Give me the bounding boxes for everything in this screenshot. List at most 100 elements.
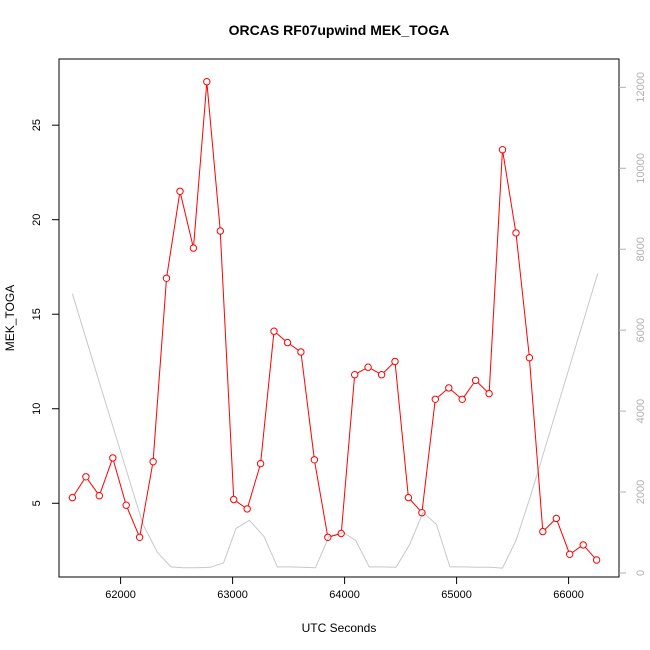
data-point <box>351 371 359 379</box>
series-segment <box>300 355 315 457</box>
series-segment <box>236 500 245 508</box>
series-segment <box>357 368 366 374</box>
series-segment <box>166 194 180 276</box>
data-point <box>270 327 278 335</box>
data-point <box>579 541 587 549</box>
data-point <box>95 492 104 500</box>
y-axis-left: 5 10 15 20 25 <box>31 119 59 506</box>
series-segment <box>394 364 409 495</box>
data-point <box>498 146 507 154</box>
y-tick-label: 20 <box>31 214 43 226</box>
series-segment <box>529 360 544 529</box>
data-point <box>176 187 184 196</box>
series-segment <box>247 466 261 507</box>
y2-tick-label: 12000 <box>635 72 647 103</box>
series-segment <box>152 281 167 459</box>
data-point <box>189 244 198 252</box>
data-point <box>539 527 547 536</box>
y-tick-label: 25 <box>31 119 43 131</box>
plot-frame <box>58 58 620 578</box>
series-segment <box>370 368 380 374</box>
data-point <box>256 459 265 468</box>
data-point <box>149 458 157 466</box>
series-segment <box>544 520 555 530</box>
x-axis-label: UTC Seconds <box>302 621 377 635</box>
series-segment <box>180 194 194 246</box>
data-point <box>445 384 453 392</box>
series-segment <box>477 382 488 392</box>
data-point <box>230 495 238 504</box>
y-tick-label: 5 <box>31 500 43 506</box>
series-segment <box>139 464 153 535</box>
data-point <box>135 533 144 541</box>
data-point <box>485 389 493 398</box>
data-point <box>122 501 130 509</box>
series-segment <box>572 546 581 553</box>
data-point <box>203 78 211 86</box>
x-tick-label: 62000 <box>105 589 136 601</box>
data-point <box>404 493 413 502</box>
data-point <box>297 348 305 356</box>
data-point <box>310 456 319 464</box>
data-point <box>216 227 225 235</box>
series-segment <box>289 343 299 351</box>
data-point <box>471 376 480 385</box>
series-segment <box>206 84 221 228</box>
series-red-line <box>68 78 601 564</box>
series-segment <box>421 402 436 510</box>
series-segment <box>330 533 339 537</box>
x-axis: 62000 63000 64000 65000 66000 <box>105 577 584 601</box>
data-point <box>566 550 574 558</box>
x-tick-label: 66000 <box>553 589 584 601</box>
series-line-path <box>71 273 599 569</box>
y2-tick-label: 6000 <box>635 318 647 342</box>
data-point <box>283 338 292 347</box>
series-segment <box>99 460 113 493</box>
series-segment <box>502 152 516 230</box>
data-point <box>337 529 345 538</box>
series-segment <box>556 521 570 552</box>
series-segment <box>73 479 85 496</box>
y-axis-right: 0 2000 4000 6000 8000 10000 12000 <box>619 72 647 576</box>
data-point <box>109 454 117 462</box>
series-segment <box>410 499 421 511</box>
data-point <box>431 395 439 403</box>
data-point <box>418 509 426 517</box>
series-segment <box>383 363 394 373</box>
data-point <box>512 229 520 237</box>
y-tick-label: 10 <box>31 403 43 415</box>
series-segment <box>314 462 328 535</box>
series-segment <box>113 460 126 503</box>
data-point <box>324 533 332 541</box>
series-segment <box>219 234 235 497</box>
y2-tick-label: 2000 <box>635 480 647 504</box>
y2-tick-label: 10000 <box>635 153 647 184</box>
data-point <box>391 357 399 366</box>
series-segment <box>437 389 447 398</box>
series-segment <box>276 332 286 341</box>
data-point <box>458 395 466 403</box>
data-point <box>364 363 372 371</box>
data-point <box>82 473 90 481</box>
series-segment <box>126 507 139 535</box>
series-segment <box>87 479 98 494</box>
series-segment <box>488 152 503 391</box>
y2-tick-label: 8000 <box>635 237 647 261</box>
chart-title: ORCAS RF07upwind MEK_TOGA <box>229 22 450 38</box>
data-point <box>162 274 171 282</box>
series-segment <box>450 389 461 398</box>
y-axis-label: MEK_TOGA <box>3 285 17 351</box>
series-segment <box>515 236 530 355</box>
series-segment <box>260 334 275 461</box>
data-point <box>592 556 601 564</box>
y2-tick-label: 4000 <box>635 399 647 423</box>
data-point <box>525 354 534 362</box>
series-segment <box>193 84 208 245</box>
data-point <box>243 505 251 513</box>
y-tick-label: 15 <box>31 308 43 320</box>
x-tick-label: 63000 <box>217 589 248 601</box>
x-tick-label: 65000 <box>441 589 472 601</box>
data-point <box>552 514 560 523</box>
data-point <box>377 371 386 379</box>
